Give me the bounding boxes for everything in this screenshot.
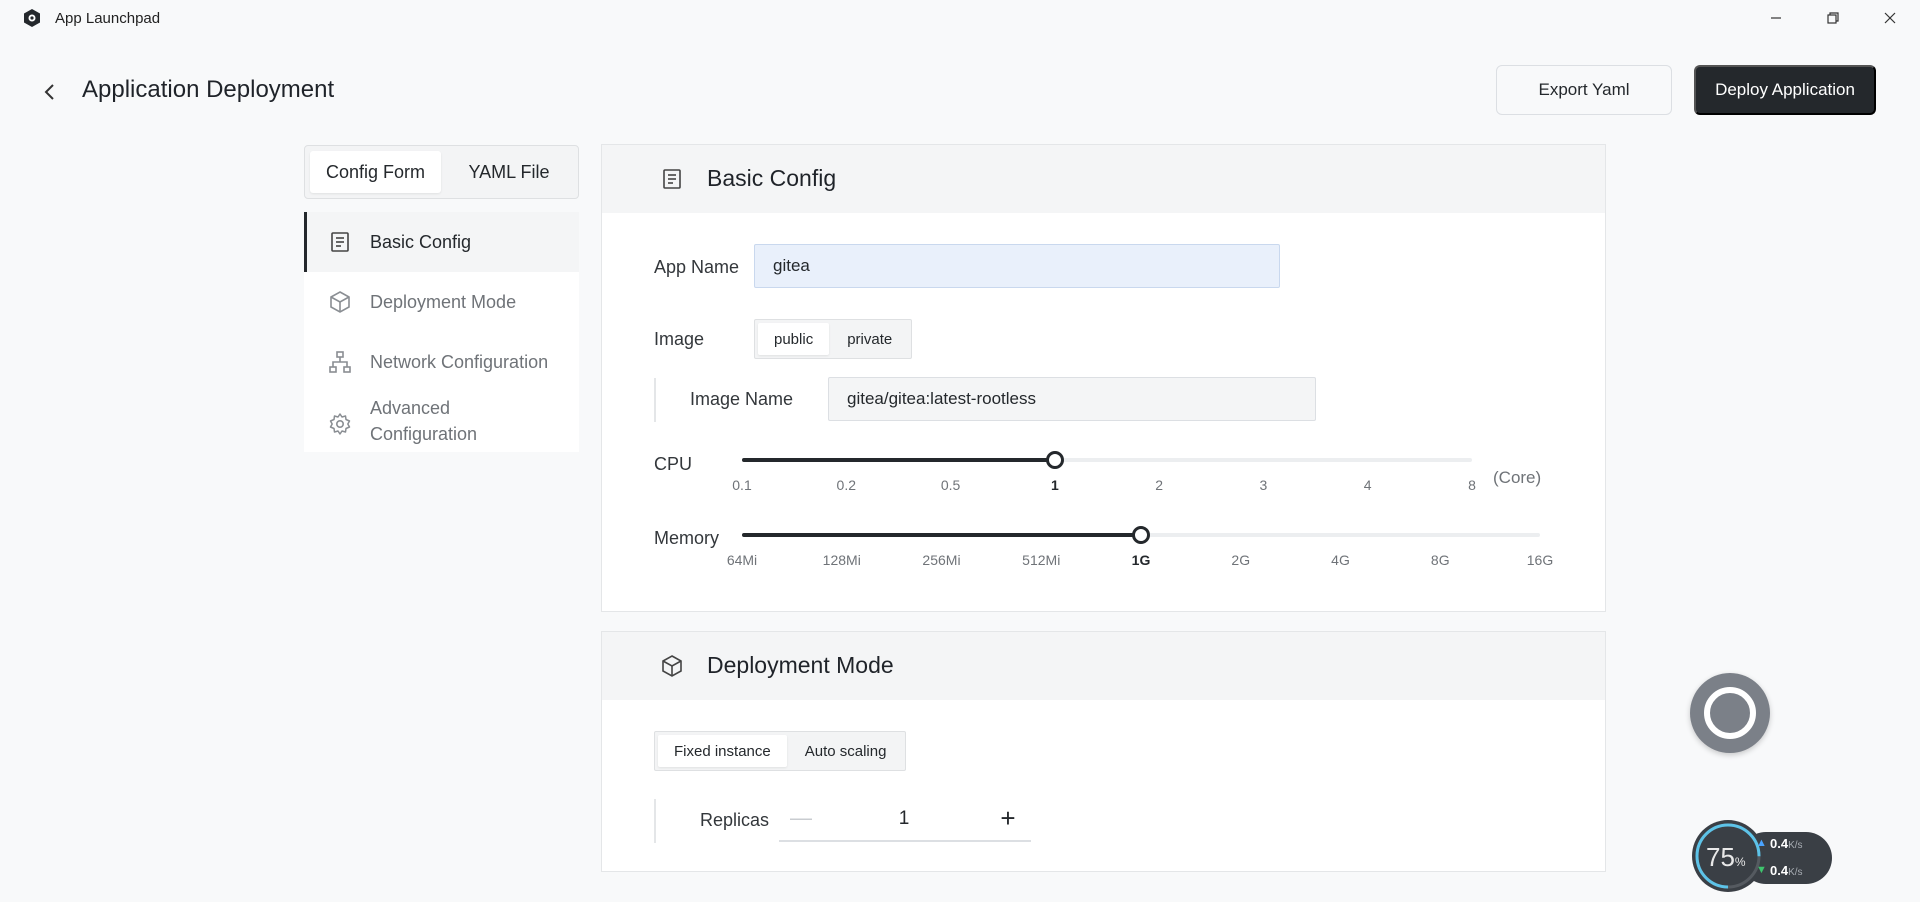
auto-scaling-option[interactable]: Auto scaling <box>804 742 887 760</box>
export-yaml-button[interactable]: Export Yaml <box>1496 65 1672 115</box>
image-name-input[interactable]: gitea/gitea:latest-rootless <box>828 377 1316 421</box>
window-title: App Launchpad <box>55 10 161 27</box>
chevron-left-icon <box>44 84 54 100</box>
tab-config-form[interactable]: Config Form <box>310 151 441 193</box>
cpu-slider-thumb[interactable] <box>1045 451 1064 469</box>
section-nav: Basic Config Deployment Mode Network Con… <box>304 212 579 452</box>
download-arrow-icon: ▼ <box>1756 864 1767 876</box>
cpu-tick-label[interactable]: 0.1 <box>732 477 752 493</box>
back-button[interactable] <box>36 78 64 106</box>
gear-icon <box>329 413 351 435</box>
memory-slider[interactable] <box>742 526 1540 544</box>
app-name-input[interactable]: gitea <box>754 244 1280 288</box>
indent-bar <box>654 799 656 843</box>
fixed-instance-option[interactable]: Fixed instance <box>658 735 787 767</box>
cpu-tick-label[interactable]: 2 <box>1155 477 1164 493</box>
card-title: Basic Config <box>707 165 837 191</box>
page-title: Application Deployment <box>82 76 335 103</box>
usage-percent: 75% <box>1706 842 1746 873</box>
card-title: Deployment Mode <box>707 652 894 678</box>
memory-tick-label[interactable]: 128Mi <box>822 552 861 568</box>
memory-tick-label[interactable]: 64Mi <box>726 552 758 568</box>
memory-label: Memory <box>654 528 720 548</box>
floating-assist-button[interactable] <box>1690 673 1770 753</box>
restore-button[interactable] <box>1805 0 1861 36</box>
cpu-unit-label: (Core) <box>1493 468 1542 487</box>
deployment-mode-toggle: Fixed instance Auto scaling <box>654 731 907 771</box>
mode-tabs: Config Form YAML File <box>304 145 579 199</box>
memory-tick-label[interactable]: 2G <box>1231 552 1251 568</box>
download-value: 0.4 <box>1770 863 1789 878</box>
app-name-label: App Name <box>654 257 740 277</box>
replicas-value[interactable]: 1 <box>898 808 910 829</box>
network-icon <box>329 351 351 373</box>
upload-arrow-icon: ▲ <box>1756 837 1767 849</box>
cpu-tick-label[interactable]: 0.2 <box>836 477 857 493</box>
tab-yaml-file[interactable]: YAML File <box>468 161 550 182</box>
document-icon <box>663 169 681 189</box>
basic-config-card: Basic Config App Name gitea Image public… <box>601 144 1606 612</box>
gauge-ring-icon <box>1695 823 1761 889</box>
card-header: Basic Config <box>602 145 1605 213</box>
image-visibility-toggle: public private <box>754 319 913 359</box>
deployment-mode-card: Deployment Mode Fixed instance Auto scal… <box>601 631 1606 872</box>
image-name-label: Image Name <box>690 389 794 409</box>
minimize-button[interactable] <box>1748 0 1804 36</box>
cpu-tick-label[interactable]: 4 <box>1363 477 1372 493</box>
memory-tick-label[interactable]: 256Mi <box>922 552 961 568</box>
memory-tick-label[interactable]: 1G <box>1131 552 1151 568</box>
close-icon <box>1884 12 1896 24</box>
usage-gauge <box>1692 820 1764 892</box>
nav-item-basic-config[interactable]: Basic Config <box>304 212 579 272</box>
decrement-button[interactable]: — <box>790 805 812 830</box>
nav-label: Network Configuration <box>370 352 549 372</box>
image-private-option[interactable]: private <box>847 330 893 348</box>
cpu-tick-label[interactable]: 0.5 <box>940 477 961 493</box>
replicas-stepper: — 1 + <box>779 798 1031 842</box>
card-header: Deployment Mode <box>602 632 1605 700</box>
memory-slider-thumb[interactable] <box>1132 526 1150 544</box>
upload-value: 0.4 <box>1770 836 1789 851</box>
download-unit: K/s <box>1788 867 1803 878</box>
nav-item-advanced-configuration[interactable]: Advanced Configuration <box>304 392 579 452</box>
indent-bar <box>654 378 656 422</box>
app-launchpad-icon <box>24 9 40 27</box>
deploy-application-button[interactable]: Deploy Application <box>1694 65 1876 115</box>
cpu-tick-label[interactable]: 8 <box>1468 477 1476 493</box>
usage-percent-unit: % <box>1734 855 1746 869</box>
title-bar: App Launchpad <box>0 0 1920 36</box>
cpu-slider-fill <box>742 458 1055 462</box>
restore-icon <box>1827 12 1839 24</box>
cube-icon <box>662 655 682 677</box>
nav-item-deployment-mode[interactable]: Deployment Mode <box>304 272 579 332</box>
cpu-tick-label[interactable]: 1 <box>1050 477 1059 493</box>
cpu-label: CPU <box>654 454 693 474</box>
memory-tick-label[interactable]: 8G <box>1430 552 1450 568</box>
nav-label: Configuration <box>370 424 478 444</box>
nav-label: Basic Config <box>370 232 472 252</box>
cpu-slider[interactable] <box>742 451 1472 469</box>
memory-slider-fill <box>742 533 1141 537</box>
cpu-tick-label[interactable]: 3 <box>1259 477 1268 493</box>
nav-item-network-configuration[interactable]: Network Configuration <box>304 332 579 392</box>
replicas-label: Replicas <box>700 810 770 830</box>
upload-rate: 0.4K/s <box>1770 836 1803 851</box>
ring-icon <box>1704 687 1756 739</box>
increment-button[interactable]: + <box>1000 802 1016 833</box>
download-rate: 0.4K/s <box>1770 863 1803 878</box>
memory-tick-label[interactable]: 16G <box>1526 552 1554 568</box>
cube-icon <box>330 291 350 313</box>
usage-percent-value: 75 <box>1706 842 1735 872</box>
network-monitor-widget[interactable]: 75% ▲ 0.4K/s ▼ 0.4K/s <box>1692 820 1842 892</box>
document-icon <box>331 232 349 252</box>
nav-label: Advanced <box>370 398 451 418</box>
memory-tick-label[interactable]: 512Mi <box>1022 552 1061 568</box>
nav-label: Deployment Mode <box>370 292 517 312</box>
close-button[interactable] <box>1862 0 1918 36</box>
image-label: Image <box>654 329 705 349</box>
memory-tick-label[interactable]: 4G <box>1331 552 1350 568</box>
minimize-icon <box>1771 17 1781 19</box>
upload-unit: K/s <box>1788 840 1803 851</box>
image-public-option[interactable]: public <box>758 323 830 355</box>
